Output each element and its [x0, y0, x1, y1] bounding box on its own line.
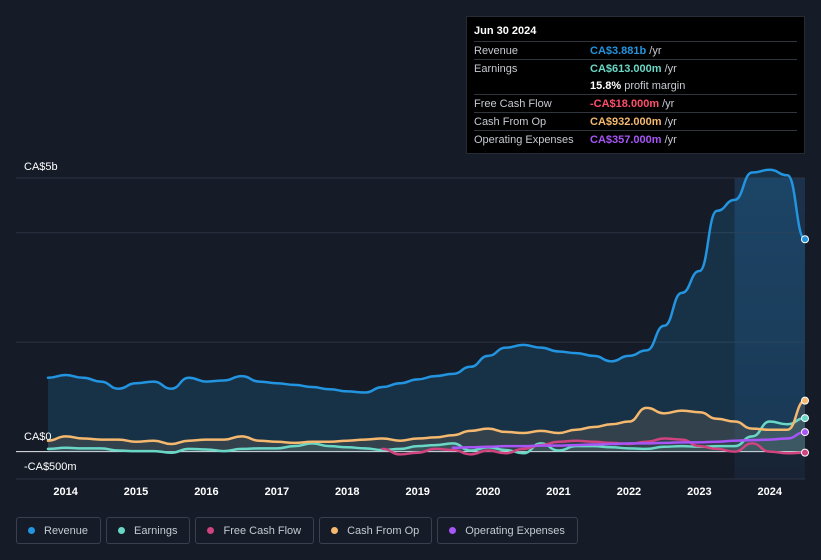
tooltip-label: Revenue: [474, 44, 519, 57]
legend-label: Revenue: [44, 524, 89, 537]
series-lines: [46, 168, 807, 456]
revenue-endpoint: [801, 235, 809, 244]
cash-from-op-line: [46, 399, 807, 446]
x-tick-label: 2020: [476, 486, 500, 498]
legend-item-free-cash-flow[interactable]: Free Cash Flow: [195, 517, 315, 544]
operating-expenses-line: [451, 430, 807, 450]
cash-from-op-area: [48, 400, 805, 452]
x-tick-label: 2024: [758, 486, 783, 498]
tooltip-unit: /yr: [664, 62, 677, 75]
x-tick-label: 2018: [335, 486, 359, 498]
y-axis-top-label: CA$5b: [24, 161, 58, 173]
y-axis-bottom-label: -CA$500m: [24, 461, 77, 473]
revenue-area: [48, 169, 805, 452]
free-cash-flow-endpoint: [801, 448, 809, 457]
tooltip-value: CA$932.000m: [590, 115, 662, 128]
x-tick-label: 2017: [265, 486, 289, 498]
data-tooltip: Jun 30 2024 Revenue CA$3.881b /yr Earnin…: [466, 16, 805, 154]
legend-label: Operating Expenses: [465, 524, 565, 537]
x-tick-label: 2023: [687, 486, 711, 498]
legend-item-operating-expenses[interactable]: Operating Expenses: [437, 517, 578, 544]
chart-legend: Revenue Earnings Free Cash Flow Cash Fro…: [16, 517, 578, 544]
tooltip-unit: /yr: [662, 97, 675, 110]
legend-item-revenue[interactable]: Revenue: [16, 517, 102, 544]
legend-dot-icon: [28, 527, 35, 534]
legend-item-cash-from-op[interactable]: Cash From Op: [319, 517, 433, 544]
x-tick-label: 2014: [53, 486, 78, 498]
tooltip-unit: /yr: [664, 133, 677, 146]
legend-label: Free Cash Flow: [223, 524, 302, 537]
tooltip-value: -CA$18.000m: [590, 97, 660, 110]
tooltip-row-operating-expenses: Operating Expenses CA$357.000m /yr: [474, 130, 797, 148]
tooltip-row-free-cash-flow: Free Cash Flow -CA$18.000m /yr: [474, 94, 797, 112]
x-tick-label: 2016: [194, 486, 218, 498]
series-endpoints: [801, 235, 809, 457]
cash-from-op-endpoint: [801, 396, 809, 405]
earnings-endpoint: [801, 414, 809, 423]
tooltip-value: CA$613.000m: [590, 62, 662, 75]
tooltip-unit: /yr: [664, 115, 677, 128]
tooltip-date: Jun 30 2024: [474, 25, 537, 37]
tooltip-row-profit-margin: 15.8% profit margin: [474, 77, 797, 94]
x-tick-label: 2019: [405, 486, 429, 498]
tooltip-unit: /yr: [649, 44, 662, 57]
tooltip-label: Free Cash Flow: [474, 97, 552, 110]
legend-dot-icon: [207, 527, 215, 534]
legend-dot-icon: [331, 527, 339, 534]
free-cash-flow-line: [381, 437, 807, 456]
legend-dot-icon: [449, 527, 457, 534]
y-axis-zero-label: CA$0: [24, 431, 52, 443]
tooltip-label: Cash From Op: [474, 115, 547, 128]
legend-dot-icon: [118, 527, 126, 534]
x-axis-ticks: 2014 2015 2016 2017 2018 2019 2020 2021 2022 2023…: [53, 486, 783, 498]
legend-label: Earnings: [134, 524, 178, 537]
revenue-line: [46, 168, 807, 394]
tooltip-label: Earnings: [474, 62, 518, 75]
x-tick-label: 2015: [124, 486, 148, 498]
legend-label: Cash From Op: [347, 524, 420, 537]
operating-expenses-endpoint: [801, 428, 809, 437]
tooltip-value: CA$3.881b: [590, 44, 647, 57]
x-tick-label: 2022: [617, 486, 641, 498]
tooltip-row-earnings: Earnings CA$613.000m /yr: [474, 59, 797, 77]
x-tick-label: 2021: [546, 486, 570, 498]
tooltip-row-cash-from-op: Cash From Op CA$932.000m /yr: [474, 112, 797, 130]
tooltip-row-revenue: Revenue CA$3.881b /yr: [474, 41, 797, 59]
legend-item-earnings[interactable]: Earnings: [106, 517, 191, 544]
earnings-line: [46, 416, 807, 455]
tooltip-unit: profit margin: [624, 79, 686, 92]
tooltip-value: 15.8%: [590, 79, 622, 92]
tooltip-label: Operating Expenses: [474, 133, 574, 146]
tooltip-value: CA$357.000m: [590, 133, 662, 146]
